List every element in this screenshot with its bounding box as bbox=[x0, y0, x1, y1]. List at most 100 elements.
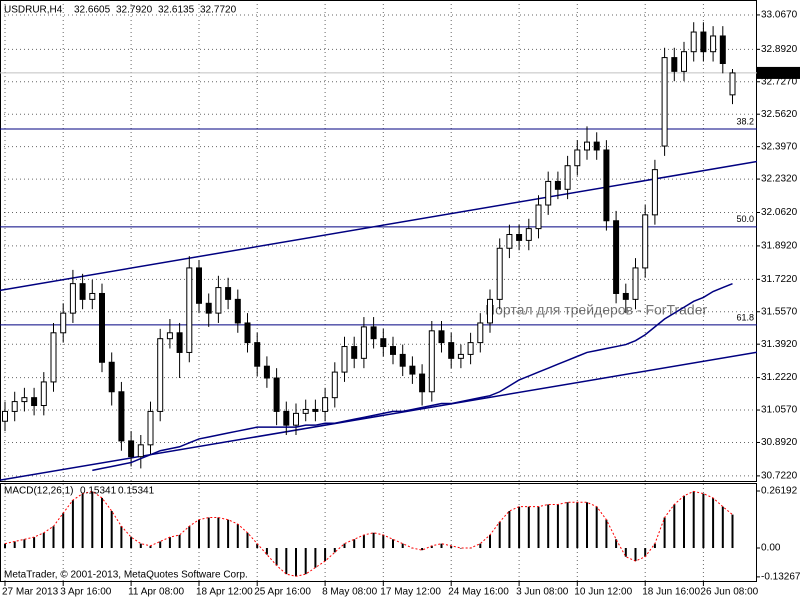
macd-bar bbox=[605, 519, 608, 549]
macd-bar bbox=[256, 543, 259, 549]
macd-bar bbox=[634, 548, 637, 562]
x-tick-label: 17 May 12:00 bbox=[380, 587, 441, 598]
macd-bar bbox=[624, 548, 627, 557]
candle-body bbox=[428, 330, 435, 393]
candle-body bbox=[79, 283, 86, 300]
macd-signal-value: 0.15341 bbox=[118, 486, 155, 497]
fib-label: 61.8 bbox=[736, 312, 754, 322]
y-tick-label: -0.13267 bbox=[761, 572, 800, 583]
macd-bar bbox=[731, 514, 734, 549]
candle-body bbox=[409, 365, 416, 375]
macd-bar bbox=[33, 537, 36, 549]
macd-bar bbox=[421, 548, 424, 551]
candle-body bbox=[671, 57, 678, 72]
y-tick-label: 30.7220 bbox=[761, 471, 798, 482]
candle-body bbox=[215, 287, 222, 314]
ohlc-label: 32.6135 bbox=[158, 5, 195, 16]
candle-body bbox=[108, 361, 115, 393]
candle-body bbox=[632, 267, 639, 300]
candle-body bbox=[196, 267, 202, 304]
candle-body bbox=[99, 292, 105, 363]
macd-bar bbox=[721, 506, 724, 549]
macd-bar bbox=[479, 543, 482, 549]
candle-body bbox=[419, 373, 426, 393]
x-tick-label: 3 Jun 08:00 bbox=[516, 587, 569, 598]
macd-bar bbox=[139, 543, 142, 549]
candle-body bbox=[166, 332, 173, 340]
ohlc-label: 32.7720 bbox=[200, 5, 237, 16]
candle-body bbox=[603, 149, 610, 222]
y-tick-label: 32.8920 bbox=[761, 44, 798, 55]
candle-body bbox=[690, 31, 697, 53]
macd-bar bbox=[62, 513, 65, 549]
candle-body bbox=[457, 353, 464, 359]
macd-bar bbox=[683, 495, 685, 549]
trendline bbox=[0, 160, 757, 292]
x-tick-label: 26 Jun 08:00 bbox=[700, 587, 758, 598]
y-tick-label: 31.0570 bbox=[761, 405, 798, 416]
macd-bar bbox=[110, 511, 113, 549]
macd-bar bbox=[566, 502, 569, 549]
macd-bar bbox=[527, 506, 530, 549]
macd-bar bbox=[392, 539, 394, 549]
macd-bar bbox=[4, 543, 6, 549]
main-plot: 38.2 50.0 61.8 Портал для трейдеров - ForTr… bbox=[0, 0, 757, 481]
macd-bar bbox=[537, 506, 540, 549]
macd-title: MACD(12,26,1) bbox=[4, 486, 73, 497]
candle-body bbox=[351, 346, 358, 359]
candle-body bbox=[263, 365, 270, 379]
macd-bar bbox=[498, 521, 501, 549]
macd-bar bbox=[663, 517, 666, 549]
macd-bar bbox=[547, 504, 550, 549]
candle-body bbox=[69, 283, 76, 314]
candle-body bbox=[380, 338, 387, 348]
x-tick-label: 18 Apr 12:00 bbox=[196, 587, 253, 598]
fib-label: 50.0 bbox=[736, 214, 754, 224]
candle-body bbox=[574, 149, 581, 167]
candle-body bbox=[506, 234, 513, 249]
symbol-title: USDRUR,H4 bbox=[4, 5, 63, 16]
candle-body bbox=[283, 410, 290, 426]
candle-body bbox=[613, 220, 620, 294]
candle-body bbox=[729, 72, 736, 96]
macd-bar bbox=[314, 548, 317, 568]
macd-plot bbox=[4, 484, 734, 581]
macd-bar bbox=[285, 548, 288, 575]
ohlc-label: 32.6605 bbox=[74, 5, 111, 16]
candle-body bbox=[719, 35, 726, 64]
moving-average bbox=[92, 282, 733, 472]
trendline bbox=[0, 351, 757, 481]
y-tick-label: 32.3970 bbox=[761, 141, 798, 152]
y-tick-label: 0.00 bbox=[761, 543, 781, 554]
y-tick-label: 31.2220 bbox=[761, 372, 798, 383]
candle-body bbox=[147, 410, 154, 446]
candle-body bbox=[370, 326, 377, 340]
candle-body bbox=[516, 234, 523, 241]
macd-bar bbox=[227, 519, 230, 549]
macd-bar bbox=[430, 545, 433, 549]
candle-body bbox=[234, 298, 241, 324]
y-tick-label: 32.2320 bbox=[761, 174, 798, 185]
y-tick-label: 32.7270 bbox=[761, 76, 798, 87]
macd-bar bbox=[644, 548, 647, 557]
macd-bar bbox=[518, 506, 521, 549]
macd-bar bbox=[692, 491, 695, 549]
candle-body bbox=[254, 342, 261, 367]
macd-bar bbox=[595, 506, 598, 549]
macd-value: 0.15341 bbox=[80, 486, 117, 497]
candle-body bbox=[564, 165, 571, 190]
candle-body bbox=[642, 214, 649, 269]
macd-bar bbox=[382, 534, 385, 549]
candle-body bbox=[448, 342, 455, 359]
macd-bar bbox=[198, 519, 200, 549]
macd-bar bbox=[576, 502, 579, 549]
macd-bar bbox=[450, 545, 453, 549]
macd-bar bbox=[42, 532, 45, 549]
fib-label: 38.2 bbox=[736, 116, 754, 126]
y-tick-label: 31.8920 bbox=[761, 241, 798, 252]
candle-body bbox=[661, 57, 668, 147]
candle-body bbox=[293, 412, 299, 426]
macd-bar bbox=[91, 491, 94, 549]
candle-body bbox=[205, 302, 212, 314]
